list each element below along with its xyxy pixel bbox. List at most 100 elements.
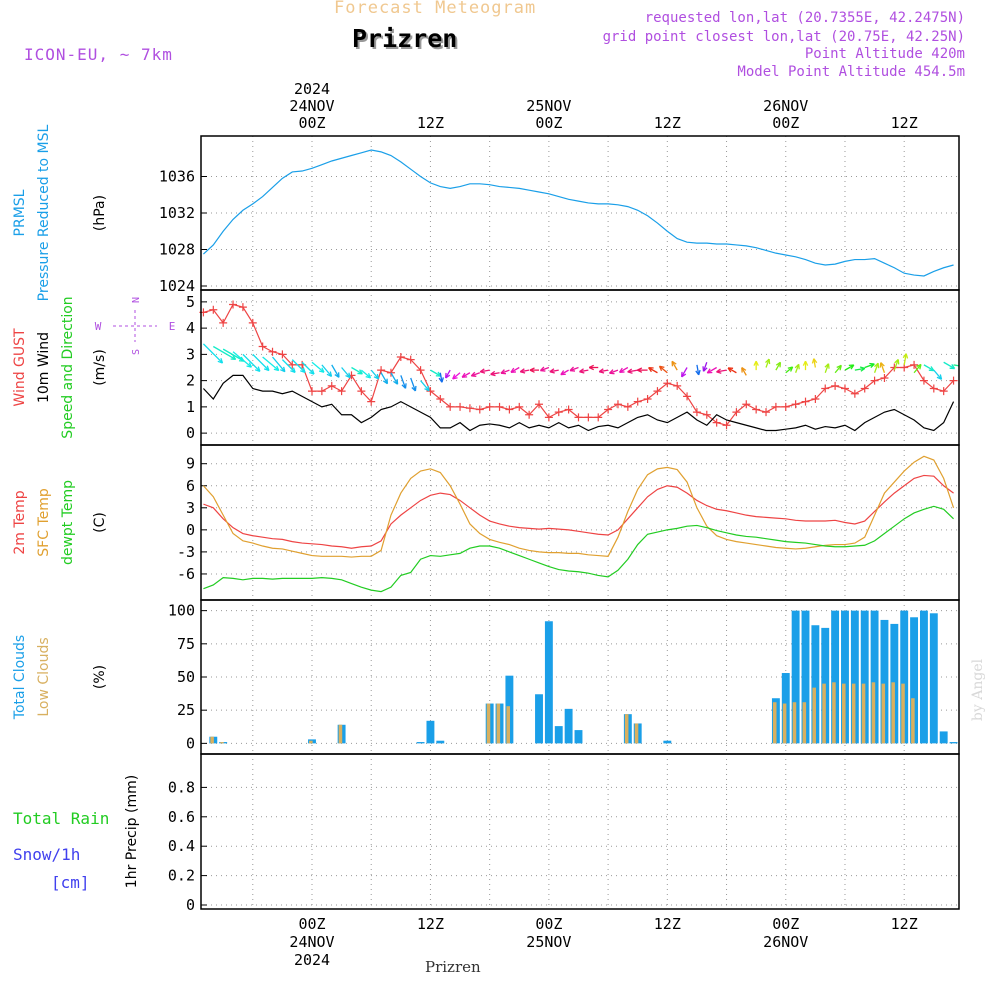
wind-arrow xyxy=(410,377,417,392)
compass-s: S xyxy=(131,349,142,355)
wind-arrow-head xyxy=(579,368,584,373)
cloud-bar xyxy=(801,610,810,744)
wind-arrow-head xyxy=(318,370,325,373)
wind-arrow-shaft xyxy=(609,369,619,374)
wind-arrow xyxy=(390,372,399,385)
wind-arrow-head xyxy=(939,374,943,380)
panel-label: Speed and Direction xyxy=(60,296,76,438)
wind-arrow xyxy=(420,380,430,392)
wind-arrow-head xyxy=(263,368,270,372)
wind-arrow xyxy=(579,368,589,374)
wind-arrow-head xyxy=(500,369,505,374)
cloud-bar xyxy=(564,708,573,744)
cloud-bar xyxy=(881,683,886,744)
wind-arrow-shaft xyxy=(445,369,451,379)
gust-marker xyxy=(781,402,790,411)
wind-arrow-head xyxy=(480,371,486,374)
cloud-bar xyxy=(220,742,224,744)
cloud-bar xyxy=(850,610,859,744)
compass-rose: N S E W xyxy=(95,297,176,355)
top-tick-label: 12Z xyxy=(891,114,918,132)
wind-arrow-shaft xyxy=(854,367,866,371)
y-tick-label: 1 xyxy=(186,398,195,416)
wind-arrow-shaft xyxy=(490,372,500,375)
series-2m-temp xyxy=(203,474,954,549)
wind-arrow xyxy=(702,362,708,372)
wind-arrow xyxy=(753,360,759,371)
cloud-bar xyxy=(901,683,905,744)
y-tick-label: 100 xyxy=(168,602,195,620)
bottom-tick-label: 24NOV xyxy=(289,933,334,951)
wind-arrow xyxy=(262,356,280,372)
wind-arrow-head xyxy=(549,371,555,374)
wind-arrow xyxy=(232,351,253,368)
wind-arrow-head xyxy=(930,366,935,371)
cloud-bar xyxy=(900,610,909,744)
y-tick-label: 3 xyxy=(186,499,195,517)
cloud-bar xyxy=(832,682,836,744)
gust-marker xyxy=(535,400,544,409)
wind-arrow-shaft xyxy=(671,360,678,371)
wind-arrow-head xyxy=(869,362,875,365)
wind-arrow-head xyxy=(232,354,237,360)
wind-arrow-head xyxy=(490,373,496,377)
wind-arrow-head xyxy=(300,370,306,373)
top-tick-label: 00Z xyxy=(298,114,325,132)
wind-arrow xyxy=(902,353,909,365)
gust-marker xyxy=(762,408,771,417)
wind-arrow-head xyxy=(879,362,882,368)
cloud-bar xyxy=(871,682,876,744)
wind-arrow-shaft xyxy=(410,377,417,392)
gust-marker xyxy=(317,387,326,396)
wind-arrow-head xyxy=(424,388,430,392)
cloud-bar xyxy=(436,740,445,744)
gust-marker xyxy=(821,384,830,393)
wind-arrow-head xyxy=(452,374,456,380)
gust-marker xyxy=(495,402,504,411)
gust-marker xyxy=(840,384,849,393)
wind-arrow-shaft xyxy=(785,366,794,374)
y-tick-label: 2 xyxy=(186,372,195,390)
gust-marker xyxy=(396,353,405,361)
wind-arrow-head xyxy=(741,367,747,371)
cloud-bar xyxy=(811,625,820,744)
series-prmsl xyxy=(203,149,954,277)
wind-arrow xyxy=(470,371,481,377)
wind-arrow-head xyxy=(248,362,253,368)
wind-arrow-head xyxy=(309,371,315,375)
gust-marker xyxy=(653,387,662,396)
wind-arrow-head xyxy=(706,368,711,374)
wind-arrow-shaft xyxy=(380,372,388,384)
cloud-bar xyxy=(309,740,313,744)
y-tick-label: 50 xyxy=(177,668,195,686)
wind-arrow-head xyxy=(471,375,477,377)
wind-arrow-shaft xyxy=(331,364,340,378)
y-tick-label: 9 xyxy=(186,455,195,473)
wind-arrow-head xyxy=(916,363,922,368)
cloud-bar xyxy=(851,683,856,744)
wind-arrow-head xyxy=(520,371,526,374)
wind-arrow-shaft xyxy=(627,369,638,373)
gust-marker xyxy=(791,400,800,409)
wind-arrow xyxy=(529,367,540,373)
wind-arrow-head xyxy=(588,366,595,371)
wind-arrow-shaft xyxy=(702,362,708,372)
wind-arrow-head xyxy=(326,373,332,377)
wind-arrow-shaft xyxy=(706,366,717,374)
compass-n: N xyxy=(131,297,142,303)
gust-marker xyxy=(712,418,721,427)
wind-arrow-head xyxy=(798,364,800,370)
model-label: ICON-EU, ~ 7km xyxy=(24,45,173,64)
wind-arrow-head xyxy=(427,385,430,391)
wind-arrow xyxy=(452,372,461,380)
wind-arrow-head xyxy=(266,365,270,371)
cloud-bar xyxy=(338,724,343,744)
wind-arrow-head xyxy=(813,358,818,364)
y-tick-label: 1024 xyxy=(159,277,195,295)
wind-arrow-shaft xyxy=(222,348,245,362)
top-tick-label: 00Z xyxy=(772,114,799,132)
bottom-tick-label: 00Z xyxy=(298,915,325,933)
wind-arrow-head xyxy=(359,369,363,375)
gust-marker xyxy=(574,413,583,422)
wind-arrow-head xyxy=(404,383,407,389)
